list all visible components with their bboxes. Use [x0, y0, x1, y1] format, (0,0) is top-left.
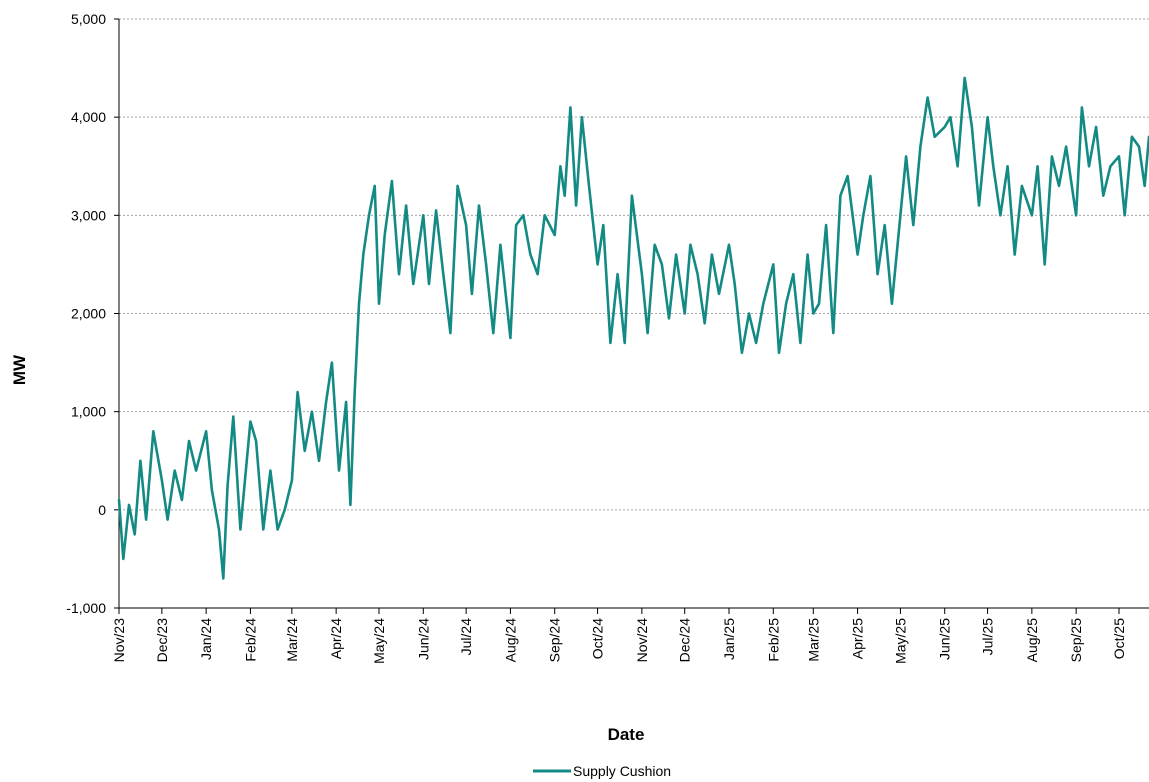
- x-tick-label: Dec/23: [154, 618, 170, 663]
- x-axis-title: Date: [608, 725, 645, 744]
- x-tick-label: Oct/24: [590, 618, 606, 659]
- x-tick-label: Apr/25: [850, 618, 866, 659]
- x-axis-ticks: Nov/23 Dec/23 Jan/24 Feb/24 Mar/24 Apr/24 May/…: [111, 608, 1127, 664]
- y-tick-label: 0: [98, 502, 106, 518]
- y-tick-label: 3,000: [71, 207, 106, 223]
- x-tick-label: May/24: [371, 618, 387, 664]
- x-tick-label: Mar/25: [805, 618, 821, 662]
- y-axis-ticks: -1,000 0 1,000 2,000 3,000 4,000 5,000: [66, 11, 119, 616]
- x-tick-label: Aug/24: [502, 618, 518, 663]
- x-tick-label: Jun/25: [937, 618, 953, 660]
- x-tick-label: Sep/24: [547, 618, 563, 663]
- y-tick-label: -1,000: [66, 600, 106, 616]
- x-tick-label: Mar/24: [284, 618, 300, 662]
- x-tick-label: Jun/24: [415, 618, 431, 660]
- x-tick-label: Aug/25: [1024, 618, 1040, 663]
- x-tick-label: Feb/25: [765, 618, 781, 662]
- y-axis-title: MW: [10, 354, 29, 385]
- series-line-supply-cushion: [117, 76, 1149, 580]
- x-tick-label: Apr/24: [328, 618, 344, 659]
- x-tick-label: Jan/24: [198, 618, 214, 660]
- y-tick-label: 5,000: [71, 11, 106, 27]
- x-tick-label: Jul/24: [458, 618, 474, 656]
- legend: Supply Cushion: [533, 763, 671, 779]
- x-tick-label: Oct/25: [1111, 618, 1127, 659]
- x-tick-label: Nov/24: [634, 618, 650, 663]
- y-tick-label: 4,000: [71, 109, 106, 125]
- x-tick-label: May/25: [892, 618, 908, 664]
- x-tick-label: Jul/25: [980, 618, 996, 656]
- x-tick-label: Jan/25: [721, 618, 737, 660]
- y-tick-label: 1,000: [71, 404, 106, 420]
- x-tick-label: Nov/23: [111, 618, 127, 663]
- x-tick-label: Dec/24: [677, 618, 693, 663]
- legend-label: Supply Cushion: [573, 763, 671, 779]
- y-tick-label: 2,000: [71, 306, 106, 322]
- x-tick-label: Feb/24: [242, 618, 258, 662]
- gridlines: [119, 18, 1149, 511]
- x-tick-label: Sep/25: [1068, 618, 1084, 663]
